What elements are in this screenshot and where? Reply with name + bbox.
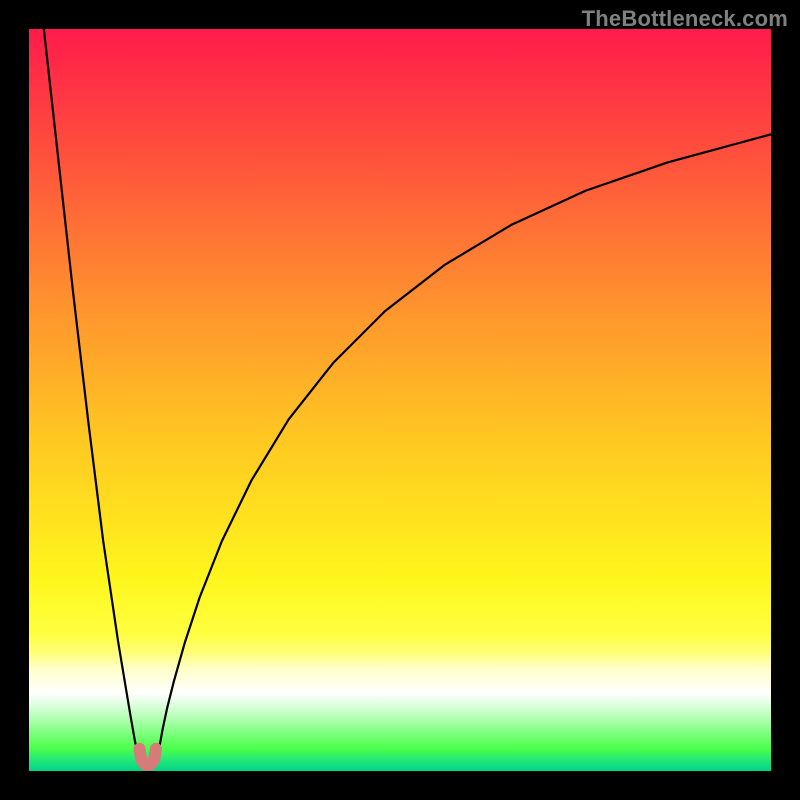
chart-root: TheBottleneck.com [0, 0, 800, 800]
watermark-text: TheBottleneck.com [582, 6, 788, 32]
plot-area [29, 29, 771, 771]
chart-svg [29, 29, 771, 771]
gradient-background [29, 29, 771, 771]
